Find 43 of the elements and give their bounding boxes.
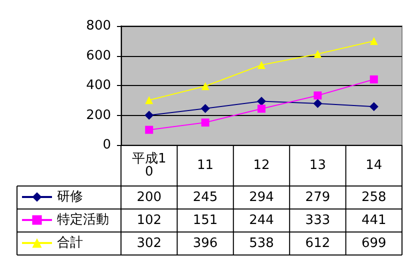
data-label: 612 (305, 236, 330, 251)
point (313, 99, 322, 108)
y-tick-label: 0 (102, 138, 111, 152)
y-tick-label: 800 (86, 18, 111, 34)
point (200, 104, 210, 114)
x-tick-label: 11 (197, 158, 214, 173)
point (258, 60, 266, 69)
y-tick-label: 600 (86, 48, 111, 64)
point (370, 37, 378, 46)
data-label: 244 (249, 213, 274, 228)
y-tick-label: 200 (86, 108, 111, 123)
point (314, 91, 322, 100)
x-tick-label: 13 (309, 158, 326, 173)
point (314, 50, 322, 58)
data-label: 245 (192, 190, 218, 205)
legend-label: 合計 (57, 236, 83, 250)
data-label: 396 (192, 236, 218, 251)
data-label: 699 (361, 236, 386, 251)
data-label: 441 (361, 213, 386, 228)
data-label: 294 (249, 190, 274, 205)
x-tick-label: 平成10 (132, 152, 166, 180)
point (145, 126, 154, 134)
legend-label: 研修 (57, 190, 83, 204)
point (257, 96, 266, 106)
y-tick-label: 400 (86, 78, 111, 93)
point (144, 110, 154, 120)
data-label: 200 (136, 190, 162, 205)
point (258, 104, 266, 113)
point (201, 82, 210, 90)
data-label: 279 (305, 190, 330, 205)
data-label: 333 (305, 213, 330, 228)
x-tick-label: 14 (366, 158, 382, 173)
data-label: 538 (249, 236, 274, 251)
data-label: 102 (136, 213, 162, 228)
data-label: 302 (136, 236, 162, 251)
point (201, 118, 210, 127)
legend-label: 特定活動 (57, 212, 109, 228)
x-tick-label: 12 (253, 158, 270, 173)
data-label: 258 (361, 190, 386, 205)
point (369, 102, 378, 112)
data-label: 151 (192, 213, 218, 228)
point (370, 75, 378, 84)
point (145, 96, 154, 104)
